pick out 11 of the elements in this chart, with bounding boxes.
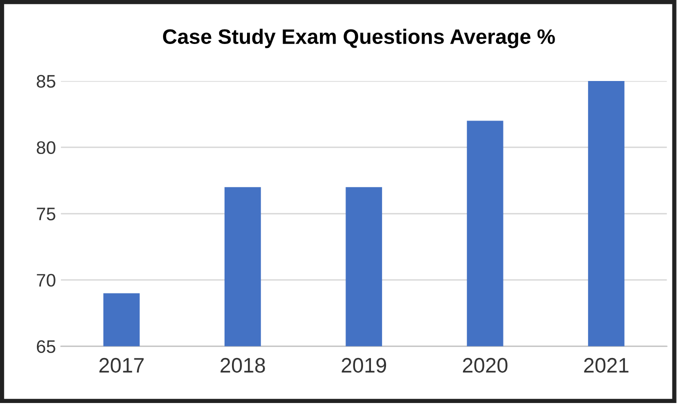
x-tick-label: 2021	[584, 358, 628, 373]
x-tick-label: 2020	[462, 358, 508, 373]
y-tick-label: 80	[36, 141, 56, 154]
x-tick-label: 2019	[342, 358, 386, 373]
x-tick-label: 2018	[220, 358, 265, 373]
x-tick-label: 2017	[99, 358, 144, 373]
y-tick-label: 75	[36, 208, 56, 220]
y-tick-label: 70	[36, 274, 56, 287]
y-tick-label: 65	[36, 340, 56, 353]
chart-title: Case Study Exam Questions Average %	[163, 28, 555, 48]
y-tick-label: 85	[36, 74, 56, 88]
